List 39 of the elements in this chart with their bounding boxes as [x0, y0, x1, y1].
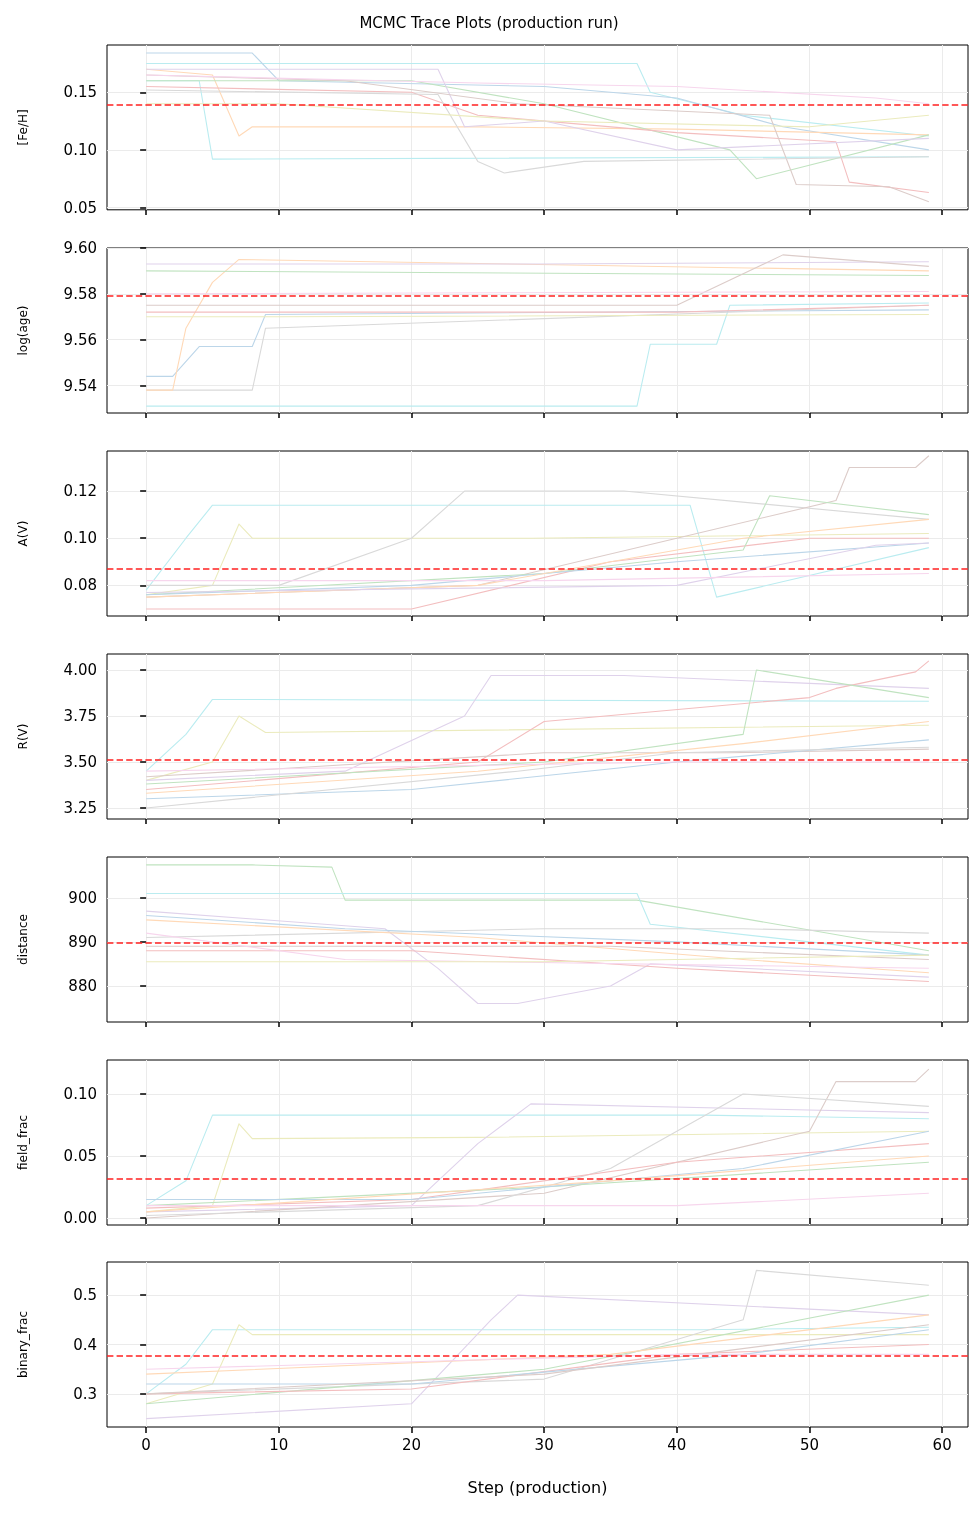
- x-tick-label: 30: [534, 1435, 554, 1454]
- y-tick-label: 890: [68, 932, 97, 951]
- y-tick-label: 3.25: [63, 798, 97, 817]
- y-axis-title: log(age): [16, 305, 30, 356]
- y-axis-title: A(V): [16, 520, 30, 547]
- x-tick-label: 20: [401, 1435, 422, 1454]
- chart-title: MCMC Trace Plots (production run): [359, 13, 619, 32]
- y-tick-label: 9.60: [63, 238, 97, 257]
- y-tick-label: 0.5: [73, 1286, 97, 1305]
- y-tick-label: 0.05: [63, 198, 97, 217]
- y-axis-title: R(V): [16, 723, 30, 750]
- y-tick-label: 0.08: [63, 576, 97, 595]
- x-tick-label: 60: [932, 1435, 952, 1454]
- y-tick-label: 0.3: [73, 1385, 97, 1404]
- y-axis-title: binary_frac: [16, 1311, 30, 1379]
- y-axis-title: field_frac: [16, 1114, 30, 1170]
- y-tick-label: 3.75: [63, 706, 97, 725]
- y-tick-label: 0.12: [63, 481, 97, 500]
- x-tick-label: 50: [799, 1435, 820, 1454]
- y-tick-label: 0.4: [73, 1335, 97, 1354]
- y-axis-title: distance: [16, 913, 30, 965]
- x-tick-label: 40: [667, 1435, 687, 1454]
- y-axis-title: [Fe/H]: [16, 109, 30, 146]
- x-tick-label: 10: [269, 1435, 289, 1454]
- y-tick-label: 0.10: [63, 140, 97, 159]
- y-tick-label: 880: [68, 976, 97, 995]
- y-tick-label: 0.15: [63, 83, 97, 102]
- y-tick-label: 0.00: [63, 1208, 97, 1227]
- y-tick-label: 0.10: [63, 1084, 97, 1103]
- y-tick-label: 900: [68, 888, 97, 907]
- y-tick-label: 0.10: [63, 529, 97, 548]
- y-tick-label: 3.50: [63, 752, 97, 771]
- x-tick-label: 0: [141, 1435, 151, 1454]
- y-tick-label: 9.56: [63, 330, 97, 349]
- y-tick-label: 4.00: [63, 660, 97, 679]
- y-tick-label: 9.58: [63, 284, 97, 303]
- y-tick-label: 9.54: [63, 376, 97, 395]
- y-tick-label: 0.05: [63, 1146, 97, 1165]
- x-axis-title: Step (production): [467, 1477, 608, 1497]
